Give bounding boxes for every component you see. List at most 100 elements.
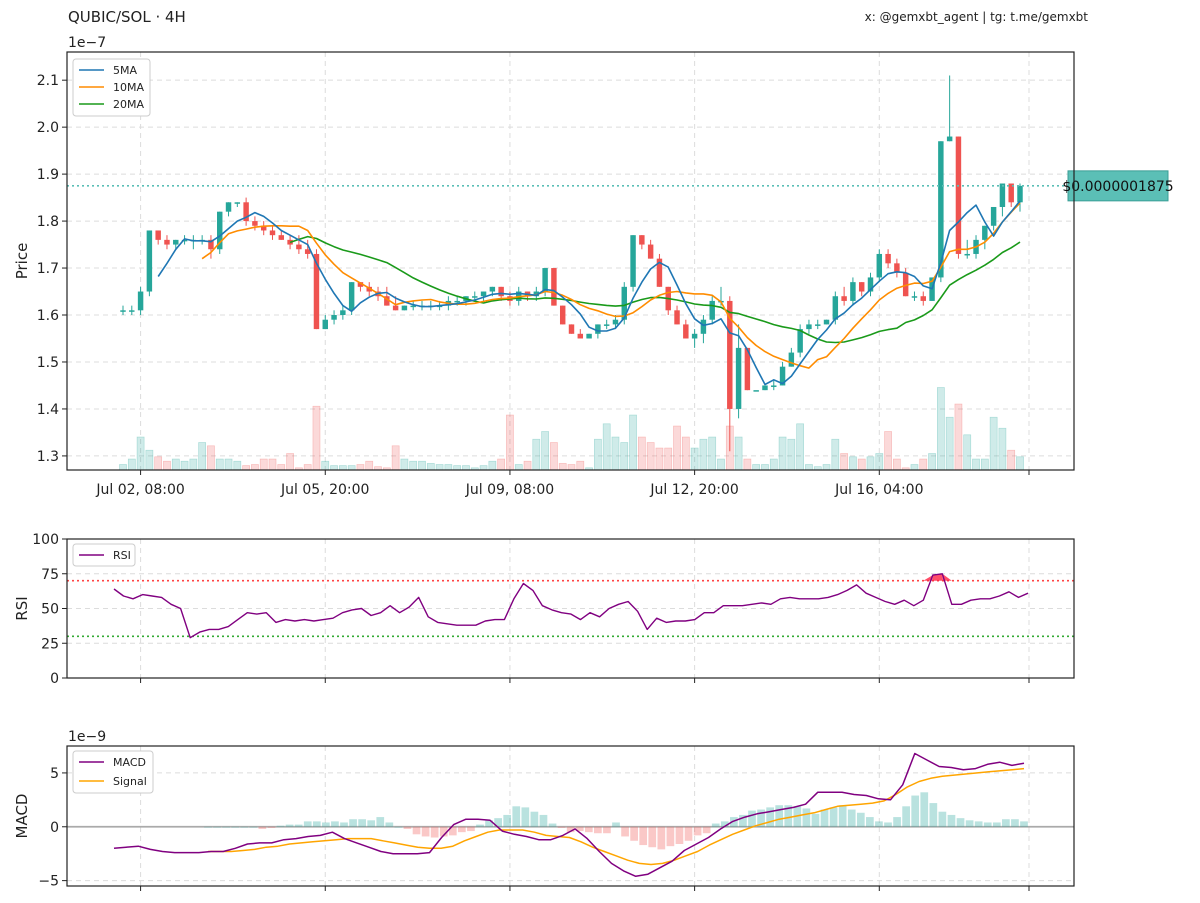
volume-bar [963,434,972,471]
price-xtick-label: Jul 05, 20:00 [280,482,369,498]
credits-text: x: @gemxbt_agent | tg: t.me/gemxbt [864,10,1088,24]
macd-histogram-bar [802,808,811,827]
volume-bar [259,458,268,471]
volume-bar [479,465,488,471]
volume-bar [875,453,884,471]
macd-line [113,752,1025,878]
volume-bar [796,423,804,471]
candle-body [612,319,619,325]
candle-body [208,239,214,250]
candle-body [217,211,223,250]
candle-body [683,324,689,339]
price-frame [66,51,1075,471]
candle-body [744,347,751,391]
volume-bar [506,414,514,471]
ma10-line [201,202,1021,369]
candle-body [885,253,891,264]
volume-bar [928,453,936,471]
macd-ytick-label: 5 [50,766,59,782]
price-xtick-label: Jul 09, 08:00 [465,482,554,498]
volume-bar [339,465,347,471]
macd-histogram-bar [1020,821,1028,827]
volume-bar [769,458,778,471]
volume-bar [998,427,1007,471]
macd-histogram-bar [394,826,403,828]
candle-body [278,235,285,240]
candle-body [120,310,126,312]
volume-bar [224,458,233,471]
macd-histogram-bar [974,821,983,827]
candle-body [1008,183,1014,203]
volume-bar [761,464,769,471]
macd-histogram-bar [276,825,285,827]
macd-histogram-bar [322,822,330,827]
candle-body [296,244,302,250]
macd-histogram-bar [539,814,548,827]
macd-histogram-bar [639,826,648,846]
macd-histogram-bar [947,814,956,827]
volume-bar [532,438,541,471]
price-ytick-label: 1.3 [37,449,59,465]
macd-histogram-bar [303,821,312,827]
macd-histogram-bar [1002,819,1010,827]
price-xtick-label: Jul 02, 08:00 [95,482,184,498]
candle-body [867,277,874,292]
volume-bar [857,458,866,471]
macd-histogram-bar [530,811,539,827]
volume-bar [462,465,470,471]
volume-bar [919,458,928,471]
candle-body [832,296,839,320]
price-legend: 5MA 10MA 20MA [72,58,151,117]
macd-histogram-bar [494,818,502,827]
rsi-legend-label: RSI [113,549,131,562]
macd-histogram-bar [612,822,620,827]
macd-histogram-bar [249,826,258,828]
macd-histogram-bar [331,821,339,827]
macd-histogram-bar [775,805,784,827]
macd-histogram-bar [403,826,412,829]
macd-histogram-bar [267,826,276,828]
candle-body [155,230,161,240]
candle-body [542,268,548,292]
volume-bar [673,425,681,471]
macd-histogram-bar [956,818,965,827]
volume-bar [215,458,224,471]
macd-histogram-bar [222,826,230,828]
candle-body [260,225,267,231]
volume-bar [286,453,294,471]
candle-body [146,230,153,292]
volume-bar [1016,456,1024,471]
volume-bar [972,458,980,471]
candle-body [164,239,170,245]
candle-body [586,333,592,339]
volume-bar [690,447,699,471]
candle-body [340,310,346,316]
candle-body [366,286,372,292]
volume-bar [866,456,875,471]
macd-histogram-bar [711,823,720,827]
macd-frame [66,745,1075,887]
candle-body [727,300,733,409]
rsi-overbought-fill [932,573,943,581]
macd-histogram-bar [875,821,883,827]
price-legend-label: 20MA [113,98,144,111]
candle-body [990,206,997,226]
volume-bar [409,460,418,471]
macd-histogram-bar [584,826,593,833]
chart-title: QUBIC/SOL · 4H [68,8,186,26]
candle-body [498,286,504,297]
volume-bar [303,464,312,471]
macd-histogram-bar [231,826,240,828]
macd-histogram-bar [213,826,221,828]
macd-histogram-bar [630,826,638,841]
volume-bar [805,464,813,471]
volume-bar [937,387,945,471]
ma20-line [289,235,1021,344]
volume-bar [558,463,567,471]
candle-body [946,136,953,142]
price-xtick-label: Jul 16, 04:00 [834,482,923,498]
macd-histogram-bar [439,826,448,837]
volume-bar [849,456,857,471]
candle-body [313,253,320,330]
price-ytick-label: 2.0 [37,120,59,136]
